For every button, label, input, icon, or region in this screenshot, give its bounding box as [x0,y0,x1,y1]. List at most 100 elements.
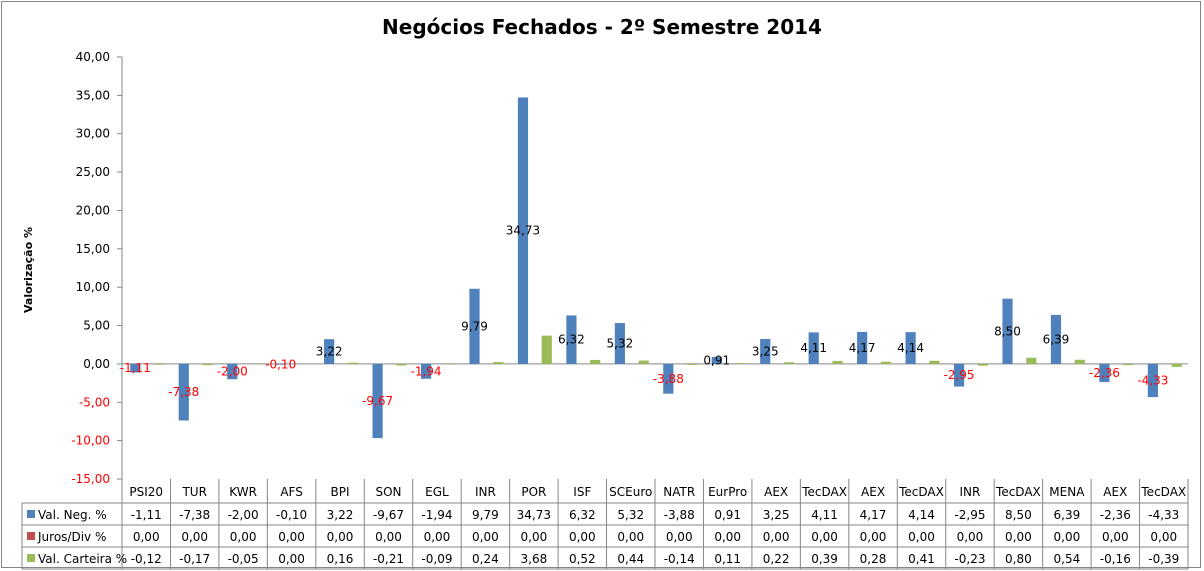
data-label: -3,88 [653,372,684,386]
table-cell: -1,94 [421,508,452,522]
category-label: KWR [229,485,257,499]
category-label: AEX [861,485,885,499]
table-cell: 0,00 [133,530,160,544]
bar-0-14 [808,332,819,364]
table-cell: 34,73 [517,508,551,522]
bar-0-20 [1099,363,1110,383]
bar-2-6 [444,363,455,365]
table-cell: 0,00 [375,530,402,544]
table-cell: -2,95 [954,508,985,522]
table-cell: -0,21 [373,552,404,566]
table-cell: 6,39 [1054,508,1081,522]
category-label: PSI20 [129,485,163,499]
bar-2-5 [396,363,407,366]
bar-2-20 [1123,363,1134,366]
y-tick-label: -5,00 [79,395,110,409]
table-cell: -0,12 [131,552,162,566]
bar-0-21 [1147,363,1158,398]
bar-0-4 [324,339,335,364]
category-label: INR [475,485,496,499]
y-tick-label: -15,00 [71,472,110,486]
table-cell: 0,80 [1005,552,1032,566]
data-label: -7,38 [168,385,199,399]
bar-0-15 [857,331,868,364]
table-cell: 0,54 [1054,552,1081,566]
bar-2-1 [202,363,213,366]
table-cell: 0,00 [569,530,596,544]
table-cell: 0,00 [278,552,305,566]
bar-2-17 [977,363,988,366]
data-label: -2,95 [944,368,975,382]
bar-2-19 [1074,359,1085,364]
table-cell: 0,00 [957,530,984,544]
table-cell: 0,91 [714,508,741,522]
category-label: AEX [764,485,788,499]
table-cell: -0,05 [228,552,259,566]
category-label: AEX [1103,485,1127,499]
y-tick-label: -10,00 [71,434,110,448]
data-label: -9,67 [362,394,393,408]
table-cell: 0,00 [424,530,451,544]
table-cell: 0,16 [327,552,354,566]
data-label: 3,22 [316,345,343,359]
bar-2-4 [347,362,359,364]
category-label: TecDAX [801,485,847,499]
data-label: -4,33 [1137,374,1168,388]
category-label: AFS [280,485,303,499]
table-cell: 3,22 [327,508,354,522]
table-cell: 6,32 [569,508,596,522]
data-label: -0,10 [265,357,296,371]
table-cell: 0,00 [181,530,208,544]
bar-2-10 [638,360,649,364]
category-label: ISF [573,485,591,499]
table-cell: 0,00 [617,530,644,544]
legend-label: Juros/Div % [37,530,106,544]
y-tick-label: 10,00 [76,280,110,294]
table-cell: -0,10 [276,508,307,522]
y-tick-label: 5,00 [83,319,110,333]
table-cell: 9,79 [472,508,499,522]
table-cell: 0,00 [278,530,305,544]
legend-label: Val. Carteira % [38,552,127,566]
y-tick-label: 30,00 [76,127,110,141]
data-label: 3,25 [752,344,779,358]
table-cell: 0,00 [230,530,257,544]
y-tick-label: 15,00 [76,242,110,256]
data-label: 6,39 [1043,332,1070,346]
table-cell: 0,00 [666,530,693,544]
data-label: 9,79 [461,319,488,333]
category-label: SON [375,485,401,499]
bar-0-10 [614,323,625,364]
bar-2-18 [1026,357,1037,364]
data-label: 6,32 [558,333,585,347]
bar-0-12 [711,356,722,364]
bar-0-3 [275,363,286,365]
bar-0-13 [760,338,771,364]
table-cell: -0,23 [954,552,985,566]
table-cell: 0,41 [908,552,935,566]
table-cell: 8,50 [1005,508,1032,522]
table-cell: 0,00 [327,530,354,544]
table-cell: 0,00 [763,530,790,544]
table-cell: 3,68 [521,552,548,566]
chart-title: Negócios Fechados - 2º Semestre 2014 [382,15,822,39]
data-label: -2,00 [217,365,248,379]
bar-0-17 [953,363,965,387]
table-cell: -4,33 [1148,508,1179,522]
y-axis-label: Valorização % [22,227,35,313]
data-label: 5,32 [607,336,634,350]
table-cell: 0,00 [811,530,838,544]
bar-0-5 [372,363,383,439]
category-label: SCEuro [609,485,652,499]
bar-2-15 [880,361,892,364]
table-cell: 0,00 [1150,530,1177,544]
legend-key-2 [27,554,35,562]
bar-0-16 [905,332,916,364]
data-label: -1,94 [411,364,442,378]
table-cell: 5,32 [617,508,644,522]
category-label: TecDAX [995,485,1041,499]
data-label: 8,50 [994,324,1021,338]
data-label: -1,11 [120,361,151,375]
table-cell: 0,28 [860,552,887,566]
